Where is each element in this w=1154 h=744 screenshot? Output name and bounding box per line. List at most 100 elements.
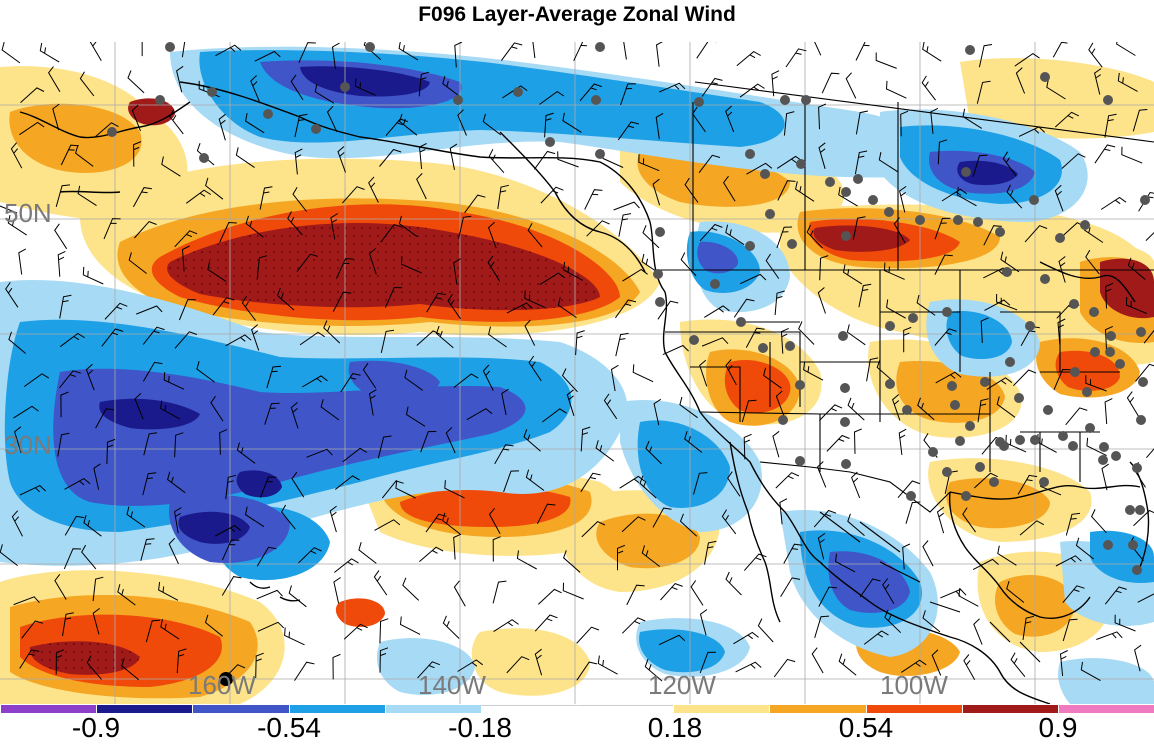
station-dot <box>165 42 175 52</box>
station-dot <box>736 317 746 327</box>
station-dot <box>947 381 957 391</box>
station-dot <box>975 462 985 472</box>
station-dot <box>995 227 1005 237</box>
station-dot <box>841 459 851 469</box>
station-dot <box>1029 195 1039 205</box>
colorbar-label: 0.9 <box>1039 712 1078 744</box>
station-dot <box>841 187 851 197</box>
station-dot <box>453 95 463 105</box>
station-dot <box>868 195 878 205</box>
lat-label-30n: 30N <box>4 430 52 461</box>
station-dot <box>1055 233 1065 243</box>
station-dot <box>107 127 117 137</box>
station-dot <box>906 491 916 501</box>
map-panel <box>0 42 1154 704</box>
station-dot <box>795 380 805 390</box>
colorbar-label: 0.18 <box>648 712 703 744</box>
station-dot <box>155 95 165 105</box>
station-dot <box>1090 347 1100 357</box>
station-dot <box>1030 435 1040 445</box>
station-dot <box>1040 72 1050 82</box>
station-dot <box>1132 463 1142 473</box>
station-dot <box>694 97 704 107</box>
station-dot <box>942 467 952 477</box>
station-dot <box>710 279 720 289</box>
station-dot <box>1043 405 1053 415</box>
station-dot <box>1099 442 1109 452</box>
station-dot <box>365 42 375 52</box>
station-dot <box>942 307 952 317</box>
station-dot <box>841 231 851 241</box>
lon-label-120w: 120W <box>648 670 716 701</box>
station-dot <box>980 377 990 387</box>
station-dot <box>340 82 350 92</box>
station-dot <box>825 177 835 187</box>
station-dot <box>795 456 805 466</box>
station-dot <box>263 109 273 119</box>
colorbar-label: -0.9 <box>72 712 120 744</box>
station-dot <box>1082 387 1092 397</box>
station-dot <box>902 405 912 415</box>
station-dot <box>1025 321 1035 331</box>
station-dot <box>311 124 321 134</box>
station-dot <box>908 313 918 323</box>
station-dot <box>885 321 895 331</box>
station-dot <box>950 400 960 410</box>
station-dot <box>595 149 605 159</box>
station-dot <box>780 95 790 105</box>
station-dot <box>955 436 965 446</box>
station-dot <box>1089 307 1099 317</box>
station-dot <box>1014 393 1024 403</box>
station-dot <box>796 159 806 169</box>
station-dot <box>999 441 1009 451</box>
station-dot <box>1098 455 1108 465</box>
station-dot <box>1039 477 1049 487</box>
station-dot <box>928 447 938 457</box>
station-dot <box>1040 274 1050 284</box>
colorbar-label: -0.18 <box>448 712 512 744</box>
station-dot <box>801 95 811 105</box>
station-dot <box>1002 267 1012 277</box>
station-dot <box>655 227 665 237</box>
colorbar-label: 0.54 <box>839 712 894 744</box>
station-dot <box>965 421 975 431</box>
station-dot <box>765 209 775 219</box>
station-dot <box>1085 423 1095 433</box>
station-dot <box>838 331 848 341</box>
station-dot <box>1135 505 1145 515</box>
colorbar-label: -0.54 <box>257 712 321 744</box>
station-dot <box>1115 359 1125 369</box>
station-dot <box>1015 435 1025 445</box>
station-dot <box>1105 347 1115 357</box>
lon-label-160w: 160W <box>188 670 256 701</box>
station-dot <box>973 217 983 227</box>
station-dot <box>840 383 850 393</box>
station-dot <box>1138 377 1148 387</box>
station-dot <box>1058 431 1068 441</box>
station-dot <box>1132 565 1142 575</box>
station-dot <box>1005 357 1015 367</box>
station-dot <box>1128 540 1138 550</box>
map-title: F096 Layer-Average Zonal Wind <box>0 0 1154 36</box>
lat-label-50n: 50N <box>4 198 52 229</box>
station-dot <box>1111 451 1121 461</box>
station-dot <box>689 335 699 345</box>
station-dot <box>1140 195 1150 205</box>
station-dot <box>884 207 894 217</box>
station-dot <box>953 215 963 225</box>
station-dot <box>1136 415 1146 425</box>
station-dot <box>778 415 788 425</box>
station-dot <box>595 42 605 52</box>
station-dot <box>207 87 217 97</box>
station-dot <box>1136 327 1146 337</box>
station-dot <box>961 167 971 177</box>
station-dot <box>915 215 925 225</box>
station-dot <box>1103 95 1113 105</box>
station-dot <box>760 169 770 179</box>
station-dot <box>1106 331 1116 341</box>
station-dot <box>745 149 755 159</box>
station-dot <box>989 477 999 487</box>
station-dot <box>1070 367 1080 377</box>
station-dot <box>1080 220 1090 230</box>
station-dot <box>513 87 523 97</box>
